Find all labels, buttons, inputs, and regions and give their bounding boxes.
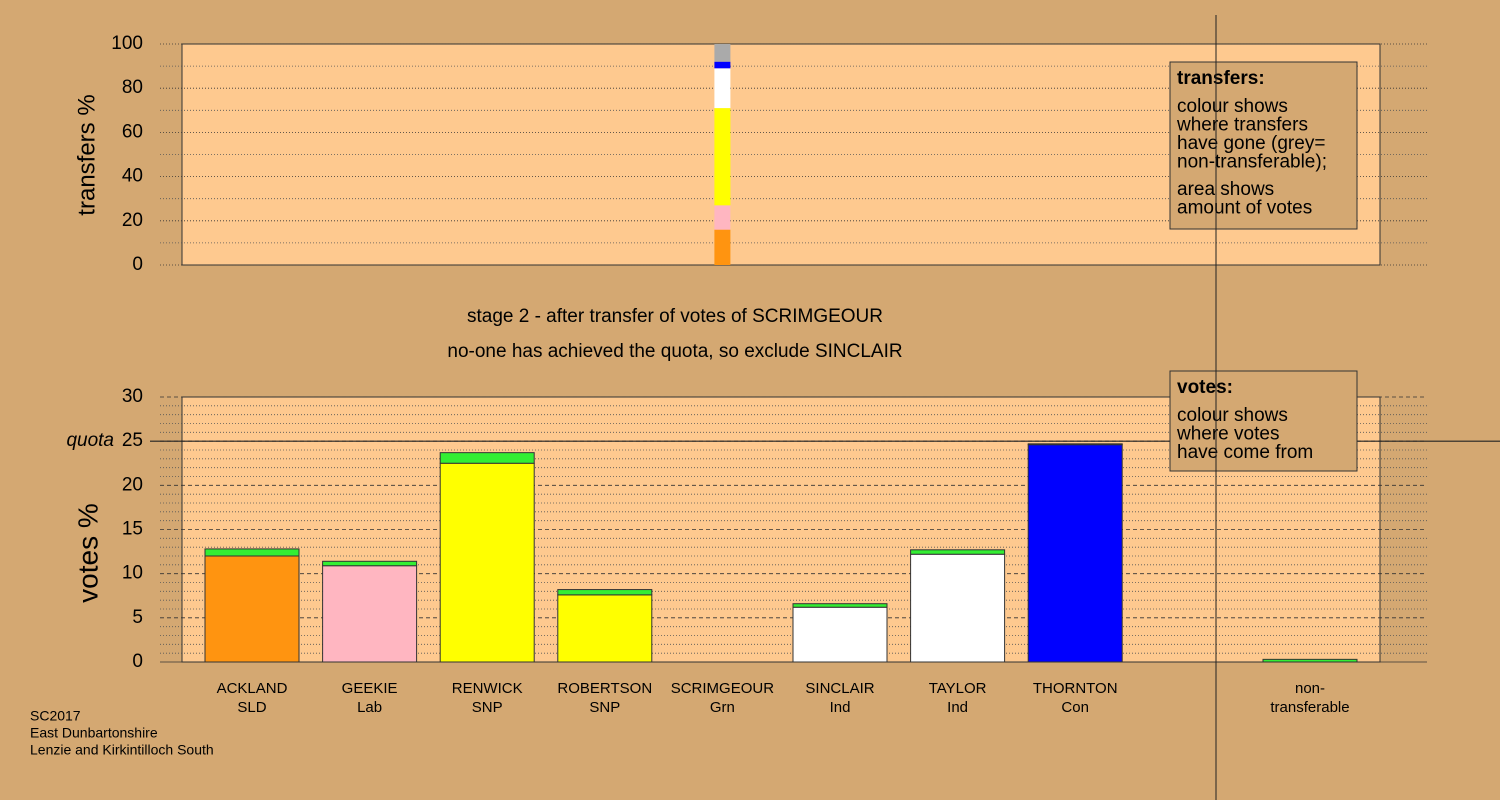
x-tick-label: GEEKIE: [342, 680, 398, 697]
bar-segment: [1027, 443, 1123, 446]
quota-label: quota: [66, 430, 114, 451]
x-tick-label: non-: [1295, 680, 1325, 697]
legend-text: colour shows: [1177, 96, 1288, 117]
bar-segment: [322, 565, 418, 663]
footer-text: SC2017: [30, 708, 81, 724]
bar-segment: [714, 61, 731, 69]
x-tick-label: SCRIMGEOUR: [671, 680, 775, 697]
x-tick-sublabel: Grn: [710, 699, 735, 716]
footer-text: East Dunbartonshire: [30, 725, 158, 741]
y-tick-label: 80: [122, 77, 143, 98]
x-tick-sublabel: transferable: [1270, 699, 1349, 716]
x-tick-sublabel: Ind: [830, 699, 851, 716]
legend-title: votes:: [1177, 377, 1233, 398]
bar-segment: [792, 603, 888, 608]
legend-title: transfers:: [1177, 68, 1265, 89]
y-tick-label: 5: [132, 607, 143, 628]
y-tick-label: 20: [122, 210, 143, 231]
bar-segment: [714, 68, 731, 109]
bar-segment: [714, 44, 731, 62]
x-tick-sublabel: SNP: [589, 699, 620, 716]
x-tick-sublabel: Ind: [947, 699, 968, 716]
y-tick-label: 25: [122, 430, 143, 451]
legend-text: where transfers: [1176, 115, 1308, 136]
y-tick-label: 100: [111, 33, 143, 54]
y-tick-label: 20: [122, 474, 143, 495]
x-tick-sublabel: Con: [1061, 699, 1089, 716]
stage-text: no-one has achieved the quota, so exclud…: [447, 341, 902, 362]
y-tick-label: 15: [122, 519, 143, 540]
y-tick-label: 60: [122, 121, 143, 142]
bar-segment: [1027, 444, 1123, 663]
bar-segment: [714, 108, 731, 206]
legend-text: colour shows: [1177, 405, 1288, 426]
legend-text: area shows: [1177, 179, 1274, 200]
x-tick-sublabel: SLD: [237, 699, 266, 716]
bar-segment: [322, 560, 418, 567]
bar-segment: [557, 589, 653, 596]
y-axis-label: transfers %: [73, 94, 100, 215]
bar-segment: [439, 462, 535, 663]
x-tick-sublabel: Lab: [357, 699, 382, 716]
bar-segment: [1262, 658, 1358, 663]
legend-box: [1169, 61, 1358, 230]
footer-text: Lenzie and Kirkintilloch South: [30, 742, 214, 758]
stage-text: stage 2 - after transfer of votes of SCR…: [467, 306, 883, 327]
legend-text: have come from: [1177, 442, 1313, 463]
bar-segment: [714, 229, 731, 265]
legend-text: amount of votes: [1177, 198, 1312, 219]
bar-segment: [910, 553, 1006, 663]
x-tick-label: SINCLAIR: [805, 680, 874, 697]
y-tick-label: 0: [132, 651, 143, 672]
bar-segment: [792, 606, 888, 663]
y-tick-label: 30: [122, 386, 143, 407]
bar-segment: [204, 548, 300, 557]
x-tick-label: ACKLAND: [217, 680, 288, 697]
y-tick-label: 40: [122, 166, 143, 187]
x-tick-label: ROBERTSON: [557, 680, 652, 697]
y-axis-label: votes %: [72, 503, 103, 603]
legend-text: have gone (grey=: [1177, 133, 1325, 154]
bar-segment: [204, 555, 300, 663]
x-tick-label: RENWICK: [452, 680, 523, 697]
legend-text: non-transferable);: [1177, 152, 1327, 173]
legend-text: where votes: [1176, 424, 1279, 445]
bar-segment: [910, 549, 1006, 555]
legend-box: [1169, 370, 1358, 472]
bar-segment: [557, 594, 653, 663]
x-tick-sublabel: SNP: [472, 699, 503, 716]
x-tick-label: THORNTON: [1033, 680, 1118, 697]
x-tick-label: TAYLOR: [929, 680, 987, 697]
y-tick-label: 0: [132, 254, 143, 275]
bar-segment: [714, 205, 731, 230]
bar-segment: [439, 452, 535, 464]
y-tick-label: 10: [122, 563, 143, 584]
